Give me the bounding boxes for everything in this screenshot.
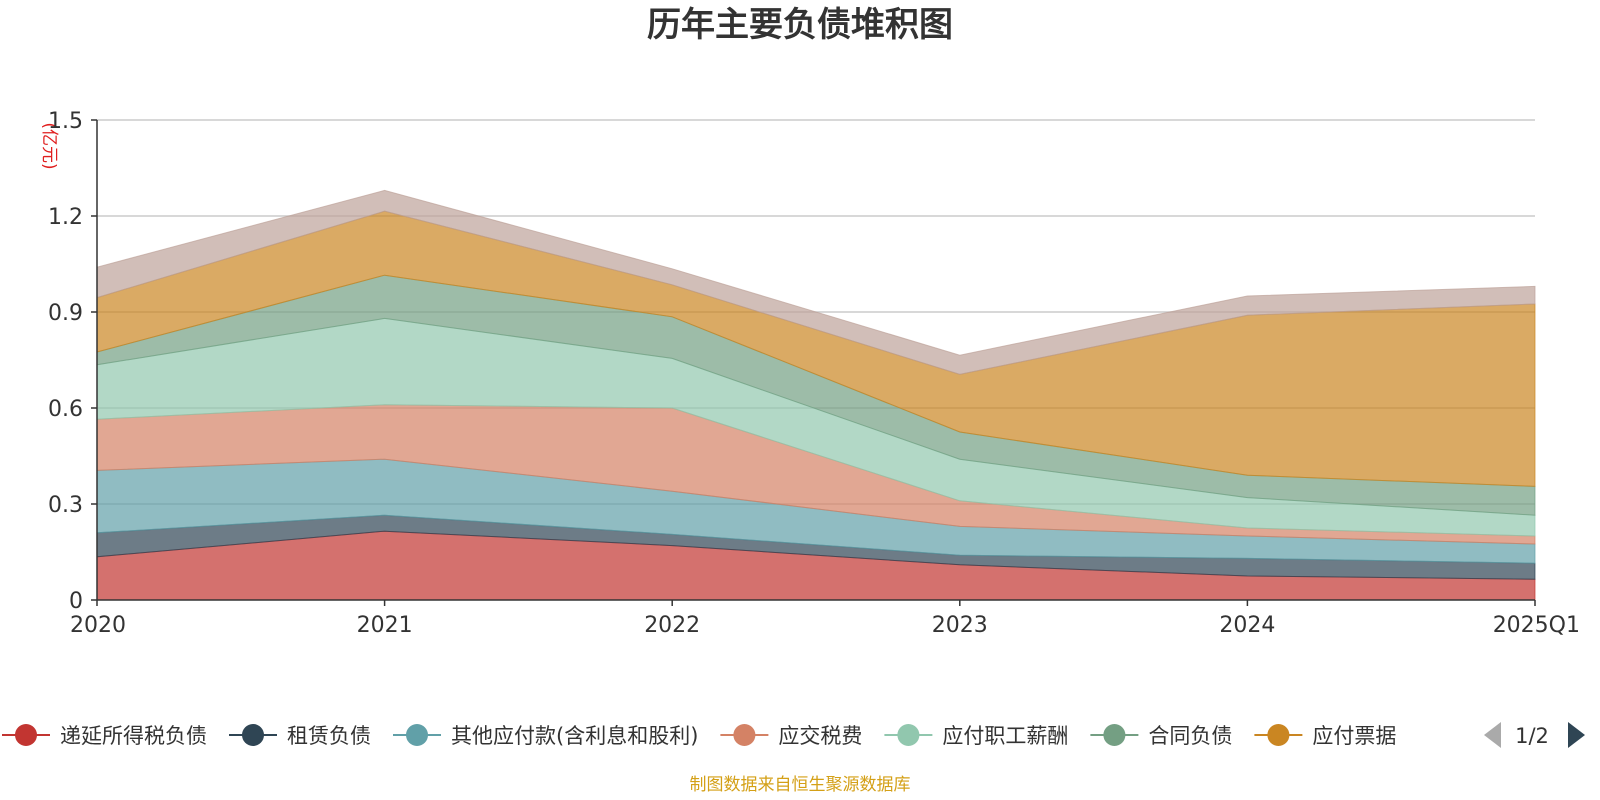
x-tick-label: 2020 bbox=[70, 613, 126, 638]
legend-label: 递延所得税负债 bbox=[60, 724, 207, 748]
legend: 递延所得税负债 租赁负债 其他应付款(含利息和股利) 应交税费 应付职工薪酬 合同负债 应付… bbox=[2, 722, 1585, 748]
x-axis-ticks: 2020 2021 2022 2023 2024 2025Q1 bbox=[70, 600, 1580, 638]
legend-item[interactable]: 租赁负债 bbox=[229, 724, 371, 748]
x-tick-label: 2022 bbox=[644, 613, 700, 638]
x-tick-label: 2025Q1 bbox=[1493, 613, 1580, 638]
y-tick-label: 0 bbox=[69, 589, 83, 614]
legend-label: 合同负债 bbox=[1148, 724, 1232, 748]
legend-item[interactable]: 其他应付款(含利息和股利) bbox=[393, 724, 698, 748]
y-tick-label: 0.9 bbox=[48, 301, 83, 326]
legend-item[interactable]: 合同负债 bbox=[1090, 724, 1232, 748]
legend-marker-icon bbox=[15, 724, 37, 746]
y-axis-ticks: 0 0.3 0.6 0.9 1.2 1.5 bbox=[48, 109, 97, 614]
y-tick-label: 1.2 bbox=[48, 205, 83, 230]
area-series bbox=[96, 189, 1536, 375]
legend-marker-icon bbox=[1103, 724, 1126, 746]
legend-prev-arrow-icon[interactable] bbox=[1484, 722, 1501, 748]
legend-item[interactable]: 应交税费 bbox=[720, 724, 862, 748]
legend-marker-icon bbox=[242, 724, 264, 746]
legend-label: 应付票据 bbox=[1312, 724, 1396, 748]
x-tick-label: 2024 bbox=[1219, 613, 1275, 638]
area-series-group bbox=[96, 189, 1536, 601]
legend-marker-icon bbox=[897, 724, 920, 746]
legend-label: 应交税费 bbox=[778, 724, 862, 748]
y-tick-label: 0.6 bbox=[48, 397, 83, 422]
y-tick-label: 1.5 bbox=[48, 109, 83, 134]
legend-items: 递延所得税负债 租赁负债 其他应付款(含利息和股利) 应交税费 应付职工薪酬 合同负债 应付… bbox=[2, 724, 1396, 748]
data-source-note: 制图数据来自恒生聚源数据库 bbox=[690, 775, 911, 795]
legend-item[interactable]: 应付职工薪酬 bbox=[884, 724, 1068, 748]
legend-label: 租赁负债 bbox=[287, 724, 371, 748]
legend-marker-icon bbox=[733, 724, 756, 746]
legend-page-indicator: 1/2 bbox=[1515, 724, 1549, 748]
legend-label: 应付职工薪酬 bbox=[942, 724, 1068, 748]
axes bbox=[96, 120, 1535, 601]
legend-item[interactable]: 应付票据 bbox=[1254, 724, 1396, 748]
x-tick-label: 2021 bbox=[357, 613, 413, 638]
legend-label: 其他应付款(含利息和股利) bbox=[451, 724, 698, 748]
legend-marker-icon bbox=[406, 724, 428, 746]
chart-title: 历年主要负债堆积图 bbox=[647, 5, 953, 45]
y-axis-unit-label: (亿元) bbox=[39, 122, 59, 169]
legend-marker-icon bbox=[1267, 724, 1290, 746]
y-tick-label: 0.3 bbox=[48, 493, 83, 518]
legend-item[interactable]: 递延所得税负债 bbox=[2, 724, 207, 748]
x-tick-label: 2023 bbox=[932, 613, 988, 638]
legend-pager: 1/2 bbox=[1484, 722, 1585, 748]
legend-next-arrow-icon[interactable] bbox=[1568, 722, 1585, 748]
